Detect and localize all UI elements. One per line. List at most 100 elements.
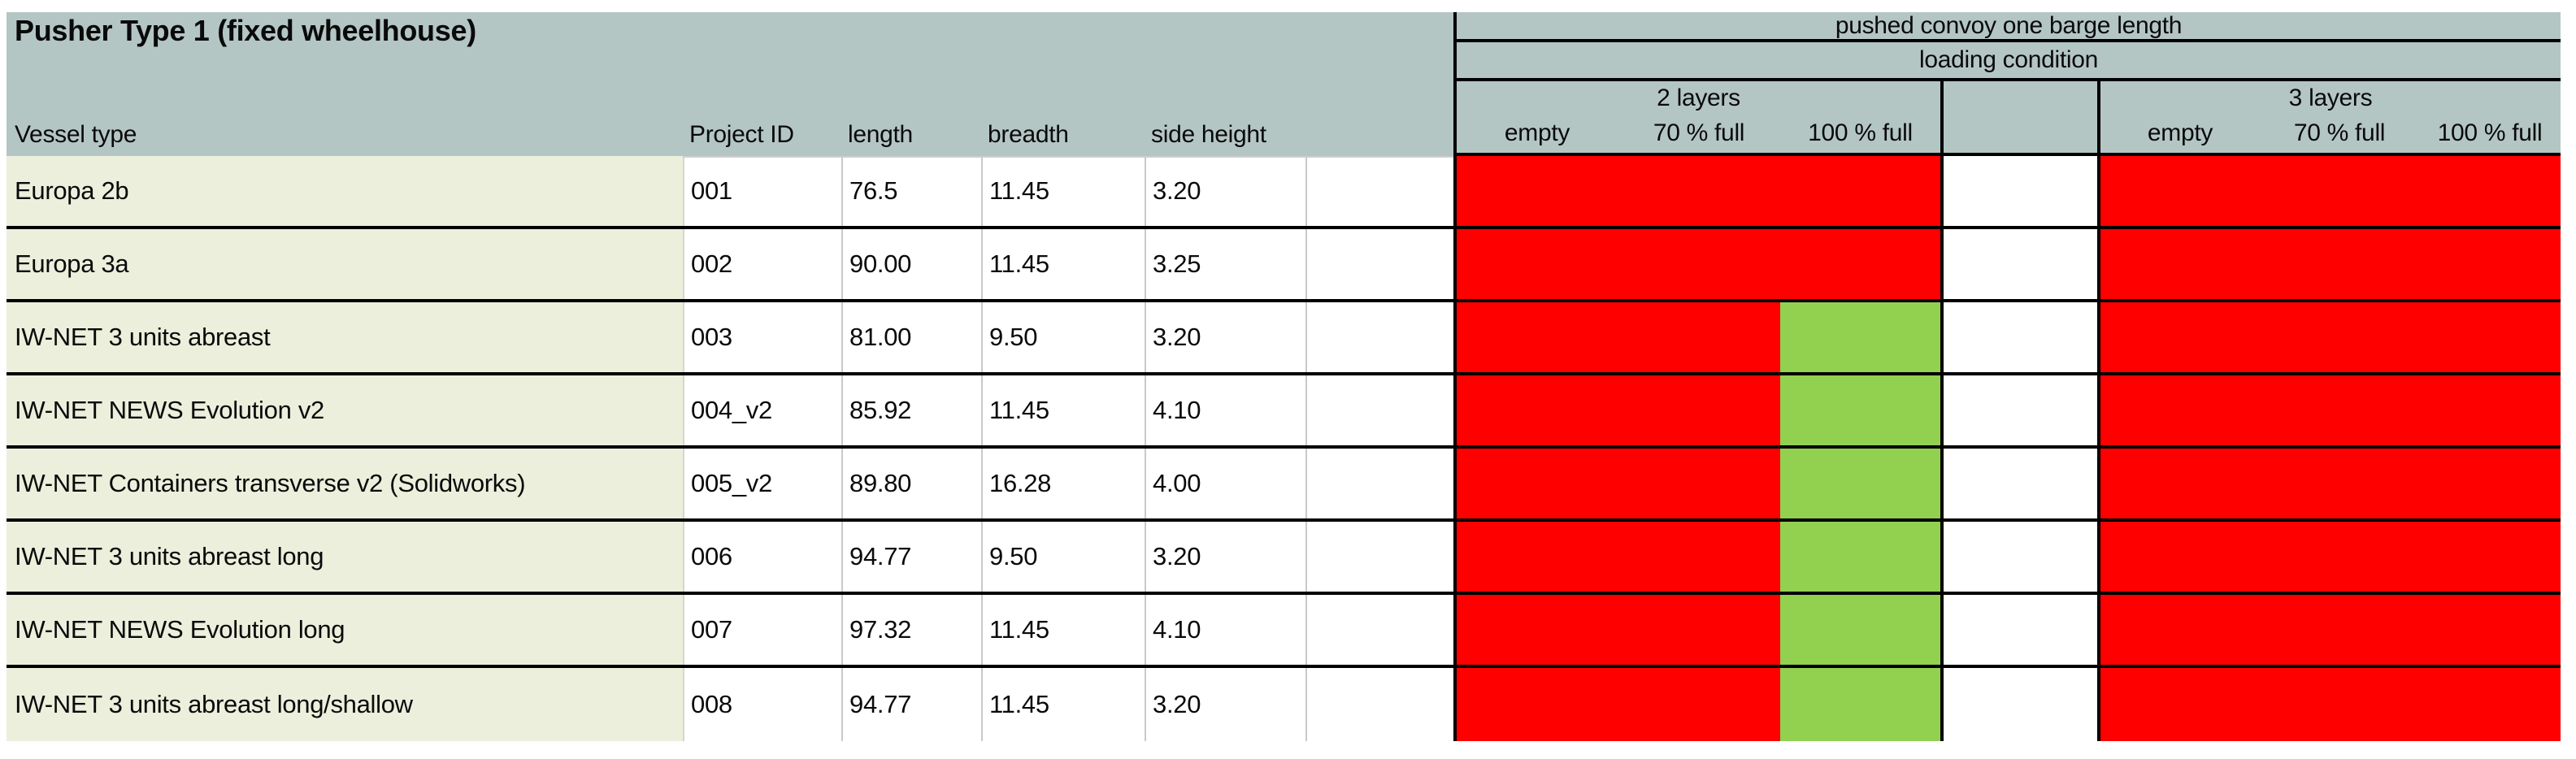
- status-2layers-70full-cell[interactable]: [1618, 375, 1780, 445]
- project-id-cell[interactable]: 008: [683, 668, 841, 741]
- project-id-cell[interactable]: 007: [683, 595, 841, 665]
- status-3layers-100full-cell[interactable]: [2419, 229, 2561, 299]
- status-2layers-100full-cell[interactable]: [1780, 449, 1940, 518]
- col-header-project-id[interactable]: Project ID: [689, 121, 794, 148]
- status-2layers-70full-cell[interactable]: [1618, 229, 1780, 299]
- status-3layers-empty-cell[interactable]: [2100, 522, 2260, 592]
- project-id-cell[interactable]: 006: [683, 522, 841, 592]
- breadth-cell[interactable]: 11.45: [981, 668, 1145, 741]
- side-height-cell[interactable]: 4.10: [1145, 595, 1305, 665]
- status-3layers-70full-cell[interactable]: [2260, 595, 2419, 665]
- status-2layers-empty-cell[interactable]: [1453, 449, 1618, 518]
- status-3layers-70full-cell[interactable]: [2260, 375, 2419, 445]
- status-2layers-empty-cell[interactable]: [1453, 595, 1618, 665]
- status-2layers-100full-cell[interactable]: [1780, 668, 1940, 741]
- status-2layers-70full-cell[interactable]: [1618, 302, 1780, 372]
- side-height-cell[interactable]: 3.20: [1145, 668, 1305, 741]
- status-2layers-70full-cell[interactable]: [1618, 522, 1780, 592]
- status-2layers-100full-cell[interactable]: [1780, 595, 1940, 665]
- subcol-3layers-70full[interactable]: 70 % full: [2293, 119, 2386, 146]
- convoy-header-cell[interactable]: pushed convoy one barge length: [1457, 12, 2561, 42]
- vessel-type-cell[interactable]: Europa 2b: [7, 156, 683, 226]
- vessel-type-cell[interactable]: IW-NET NEWS Evolution long: [7, 595, 683, 665]
- col-header-vessel-type[interactable]: Vessel type: [15, 121, 137, 148]
- col-header-breadth[interactable]: breadth: [988, 121, 1069, 148]
- status-3layers-70full-cell[interactable]: [2260, 302, 2419, 372]
- project-id-cell[interactable]: 002: [683, 229, 841, 299]
- length-cell[interactable]: 76.5: [841, 156, 981, 226]
- status-3layers-70full-cell[interactable]: [2260, 668, 2419, 741]
- breadth-cell[interactable]: 11.45: [981, 229, 1145, 299]
- status-3layers-70full-cell[interactable]: [2260, 229, 2419, 299]
- status-2layers-100full-cell[interactable]: [1780, 522, 1940, 592]
- status-3layers-empty-cell[interactable]: [2100, 449, 2260, 518]
- length-cell[interactable]: 85.92: [841, 375, 981, 445]
- side-height-cell[interactable]: 4.10: [1145, 375, 1305, 445]
- project-id-cell[interactable]: 005_v2: [683, 449, 841, 518]
- subcol-3layers-empty[interactable]: empty: [2147, 119, 2213, 146]
- status-2layers-70full-cell[interactable]: [1618, 449, 1780, 518]
- vessel-type-cell[interactable]: IW-NET 3 units abreast: [7, 302, 683, 372]
- status-3layers-empty-cell[interactable]: [2100, 668, 2260, 741]
- status-3layers-70full-cell[interactable]: [2260, 449, 2419, 518]
- side-height-cell[interactable]: 3.20: [1145, 302, 1305, 372]
- side-height-cell[interactable]: 4.00: [1145, 449, 1305, 518]
- status-2layers-100full-cell[interactable]: [1780, 302, 1940, 372]
- status-3layers-70full-cell[interactable]: [2260, 156, 2419, 226]
- side-height-cell[interactable]: 3.20: [1145, 522, 1305, 592]
- breadth-cell[interactable]: 16.28: [981, 449, 1145, 518]
- status-2layers-empty-cell[interactable]: [1453, 522, 1618, 592]
- length-cell[interactable]: 94.77: [841, 522, 981, 592]
- length-cell[interactable]: 89.80: [841, 449, 981, 518]
- status-3layers-100full-cell[interactable]: [2419, 449, 2561, 518]
- status-2layers-70full-cell[interactable]: [1618, 156, 1780, 226]
- length-cell[interactable]: 94.77: [841, 668, 981, 741]
- status-3layers-100full-cell[interactable]: [2419, 522, 2561, 592]
- subcol-2layers-100full[interactable]: 100 % full: [1808, 119, 1913, 146]
- status-3layers-100full-cell[interactable]: [2419, 595, 2561, 665]
- status-3layers-100full-cell[interactable]: [2419, 668, 2561, 741]
- vessel-type-cell[interactable]: IW-NET Containers transverse v2 (Solidwo…: [7, 449, 683, 518]
- status-2layers-100full-cell[interactable]: [1780, 156, 1940, 226]
- length-cell[interactable]: 97.32: [841, 595, 981, 665]
- group-3-layers-label[interactable]: 3 layers: [2288, 85, 2373, 111]
- status-3layers-100full-cell[interactable]: [2419, 375, 2561, 445]
- status-2layers-70full-cell[interactable]: [1618, 668, 1780, 741]
- project-id-cell[interactable]: 003: [683, 302, 841, 372]
- status-2layers-100full-cell[interactable]: [1780, 375, 1940, 445]
- col-header-length[interactable]: length: [848, 121, 913, 148]
- subcol-2layers-empty[interactable]: empty: [1504, 119, 1570, 146]
- subcol-3layers-100full[interactable]: 100 % full: [2437, 119, 2543, 146]
- group-2-layers-label[interactable]: 2 layers: [1657, 85, 1740, 111]
- loading-condition-cell[interactable]: loading condition: [1457, 42, 2561, 81]
- vessel-type-cell[interactable]: Europa 3a: [7, 229, 683, 299]
- length-cell[interactable]: 81.00: [841, 302, 981, 372]
- breadth-cell[interactable]: 11.45: [981, 156, 1145, 226]
- status-3layers-70full-cell[interactable]: [2260, 522, 2419, 592]
- side-height-cell[interactable]: 3.25: [1145, 229, 1305, 299]
- status-3layers-empty-cell[interactable]: [2100, 156, 2260, 226]
- vessel-type-cell[interactable]: IW-NET NEWS Evolution v2: [7, 375, 683, 445]
- vessel-type-cell[interactable]: IW-NET 3 units abreast long/shallow: [7, 668, 683, 741]
- breadth-cell[interactable]: 11.45: [981, 595, 1145, 665]
- breadth-cell[interactable]: 11.45: [981, 375, 1145, 445]
- status-2layers-70full-cell[interactable]: [1618, 595, 1780, 665]
- status-3layers-empty-cell[interactable]: [2100, 302, 2260, 372]
- status-3layers-100full-cell[interactable]: [2419, 156, 2561, 226]
- status-3layers-empty-cell[interactable]: [2100, 595, 2260, 665]
- breadth-cell[interactable]: 9.50: [981, 302, 1145, 372]
- project-id-cell[interactable]: 001: [683, 156, 841, 226]
- status-2layers-empty-cell[interactable]: [1453, 229, 1618, 299]
- status-3layers-empty-cell[interactable]: [2100, 375, 2260, 445]
- status-3layers-empty-cell[interactable]: [2100, 229, 2260, 299]
- status-3layers-100full-cell[interactable]: [2419, 302, 2561, 372]
- status-2layers-empty-cell[interactable]: [1453, 668, 1618, 741]
- project-id-cell[interactable]: 004_v2: [683, 375, 841, 445]
- status-2layers-empty-cell[interactable]: [1453, 156, 1618, 226]
- length-cell[interactable]: 90.00: [841, 229, 981, 299]
- col-header-side-height[interactable]: side height: [1151, 121, 1266, 148]
- vessel-type-cell[interactable]: IW-NET 3 units abreast long: [7, 522, 683, 592]
- subcol-2layers-70full[interactable]: 70 % full: [1653, 119, 1745, 146]
- status-2layers-empty-cell[interactable]: [1453, 375, 1618, 445]
- status-2layers-empty-cell[interactable]: [1453, 302, 1618, 372]
